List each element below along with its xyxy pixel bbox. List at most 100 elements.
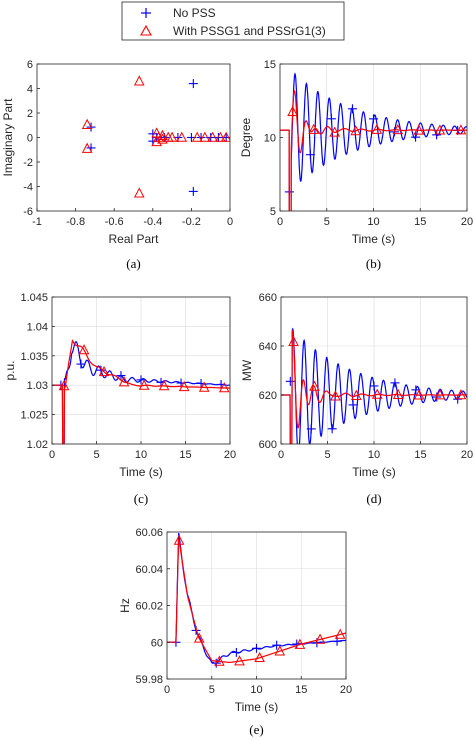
marker-triangle-with-pss [371,123,383,134]
x-tick-label: 0 [278,449,284,461]
marker-triangle-with-pss [138,379,150,390]
x-axis-label: Time (s) [119,465,163,479]
marker-triangle-with-pss [58,380,70,391]
marker-triangle-with-pss [392,123,404,135]
x-tick-label: 15 [414,449,426,461]
y-tick-label: -6 [23,206,33,218]
y-tick-label: 1.035 [20,351,48,363]
x-tick-label: 20 [461,216,473,228]
marker-triangle-with-pss [158,380,170,391]
y-tick-label: 10 [264,133,276,145]
x-tick-label: 5 [324,216,330,228]
marker-triangle-with-pss [234,655,245,666]
marker-plus-no-pss [116,371,126,381]
x-tick-label: -0.8 [66,216,85,228]
x-tick-label: 0 [49,449,55,461]
marker-triangle-with-pss [350,125,362,136]
marker-plus-no-pss [285,376,295,386]
y-tick-label: 1.02 [27,439,48,451]
x-tick-label: 15 [295,684,307,696]
y-tick-label: 60.04 [135,564,163,576]
legend-marker-no-pss [141,8,151,18]
y-tick-label: 5 [270,206,276,218]
y-tick-label: 4 [27,84,33,96]
y-tick-label: 1.045 [20,292,48,304]
marker-plus-no-pss [272,640,282,650]
y-tick-label: -4 [23,182,33,194]
x-tick-label: 15 [414,216,426,228]
x-axis-label: Real Part [108,232,159,246]
marker-triangle-with-pss [118,376,130,387]
x-tick-label: 10 [250,684,262,696]
marker-triangle-with-pss [166,131,178,142]
x-tick-label: 10 [135,449,147,461]
marker-triangle-with-pss [392,388,404,400]
marker-plus-no-pss [231,647,241,657]
marker-triangle-with-pss [330,390,341,401]
x-axis-label: Time (s) [352,465,396,479]
x-tick-label: 5 [93,449,99,461]
y-tick-label: 1.03 [27,380,48,392]
marker-plus-no-pss [347,104,357,114]
marker-triangle-with-pss [413,124,425,135]
x-tick-label: -0.2 [182,216,201,228]
marker-triangle-with-pss [215,131,226,142]
x-tick-label: 15 [179,449,191,461]
plot-data [280,72,467,211]
x-tick-label: -0.6 [105,216,124,228]
marker-triangle-with-pss [314,633,326,644]
legend-box [121,1,345,41]
legend-label-with-pss: With PSSG1 and PSSrG1(3) [173,24,326,38]
x-axis-label: Time (s) [352,232,396,246]
subplot-caption: (b) [366,256,381,271]
chart-a: -1 -0.8 -0.6 -0.4 -0.2 0 -6 -4 -2 0 2 4 6 Real Part Im… [1,59,233,271]
marker-triangle-with-pss [294,638,306,649]
marker-triangle-with-pss [214,655,225,666]
legend-label-no-pss: No PSS [173,6,216,20]
marker-triangle-with-pss [309,380,320,391]
marker-plus-no-pss [188,79,198,89]
chart-e: 0 5 10 15 20 59.98 60 60.02 60.04 60.06 Time (s) Hz… [118,527,352,737]
marker-plus-no-pss [369,381,379,391]
marker-plus-no-pss [188,186,198,196]
marker-triangle-with-pss [178,380,190,392]
x-tick-label: 0 [164,684,170,696]
x-tick-label: 0 [277,216,283,228]
y-tick-label: 59.98 [135,674,163,686]
marker-triangle-with-pss [198,381,210,392]
marker-triangle-with-pss [455,124,467,135]
x-tick-label: 0 [227,216,233,228]
marker-triangle-with-pss [157,129,168,140]
x-tick-label: 20 [461,449,473,461]
y-tick-label: 15 [264,59,276,71]
plot-data [281,327,467,444]
subplot-caption: (d) [366,491,381,506]
marker-plus-no-pss [369,114,378,124]
x-tick-label: -1 [32,216,42,228]
y-axis-label: Imaginary Part [1,98,15,177]
marker-triangle-with-pss [191,131,203,142]
marker-plus-no-pss [390,378,400,388]
marker-triangle-with-pss [287,105,298,116]
y-tick-label: 1.04 [27,321,48,333]
chart-c: 0 5 10 15 20 1.02 1.025 1.03 1.035 1.04 1.045 Time … [3,292,236,506]
y-tick-label: 660 [259,292,277,304]
x-tick-label: 5 [324,449,330,461]
marker-triangle-with-pss [220,131,230,142]
marker-triangle-with-pss [351,389,362,400]
marker-triangle-with-pss [207,131,218,142]
y-tick-label: 600 [259,439,277,451]
y-tick-label: 640 [259,341,277,353]
x-tick-label: 10 [368,449,380,461]
marker-triangle-with-pss [173,534,185,545]
marker-triangle-with-pss [274,645,286,656]
x-tick-label: -0.4 [143,216,162,228]
marker-triangle-with-pss [434,124,446,135]
marker-triangle-with-pss [133,187,145,198]
marker-triangle-with-pss [193,632,205,643]
marker-triangle-with-pss [434,389,446,400]
y-tick-label: 620 [259,390,277,402]
x-tick-label: 20 [340,684,352,696]
y-tick-label: 0 [27,133,33,145]
